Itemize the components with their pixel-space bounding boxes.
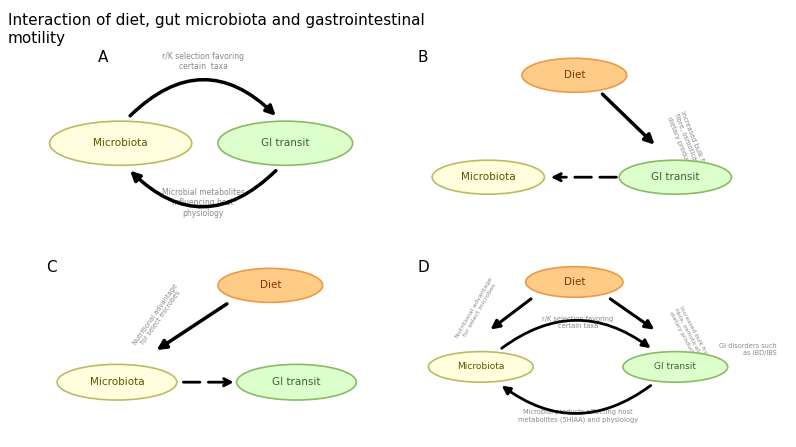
- Text: Microbiota: Microbiota: [461, 172, 516, 182]
- Ellipse shape: [218, 121, 353, 165]
- Text: Nutritional advantage
for select microbes: Nutritional advantage for select microbe…: [132, 283, 185, 350]
- Text: Microbiota: Microbiota: [457, 363, 505, 371]
- Text: r/K selection favoring
certain taxa: r/K selection favoring certain taxa: [542, 316, 614, 329]
- Ellipse shape: [619, 160, 732, 194]
- Text: Diet: Diet: [564, 70, 585, 80]
- Text: B: B: [417, 50, 427, 65]
- FancyArrowPatch shape: [133, 171, 276, 207]
- Text: GI transit: GI transit: [261, 138, 310, 148]
- FancyArrowPatch shape: [504, 386, 650, 413]
- Text: Interaction of diet, gut microbiota and gastrointestinal
motility: Interaction of diet, gut microbiota and …: [8, 13, 425, 46]
- Text: GI transit: GI transit: [654, 363, 696, 371]
- Ellipse shape: [428, 352, 533, 382]
- FancyArrowPatch shape: [183, 379, 231, 386]
- Text: Diet: Diet: [564, 277, 585, 287]
- FancyArrowPatch shape: [494, 299, 531, 328]
- Text: Microbial metabolites
influencing host
physiology: Microbial metabolites influencing host p…: [162, 188, 244, 218]
- Text: A: A: [98, 50, 108, 65]
- Text: Diet: Diet: [259, 280, 281, 291]
- Ellipse shape: [49, 121, 192, 165]
- Text: Microbiota: Microbiota: [90, 377, 144, 387]
- FancyArrowPatch shape: [501, 320, 648, 348]
- Ellipse shape: [218, 268, 322, 302]
- Text: Increased bulk from
fibre, osmotically active
dietary products: Increased bulk from fibre, osmotically a…: [668, 305, 716, 377]
- Text: GI disorders such
as IBD/IBS: GI disorders such as IBD/IBS: [719, 343, 776, 356]
- Text: C: C: [46, 260, 57, 275]
- Text: GI transit: GI transit: [272, 377, 321, 387]
- Text: Microbial products affecting host
metabolites (5HIAA) and physiology: Microbial products affecting host metabo…: [518, 409, 638, 423]
- FancyArrowPatch shape: [160, 304, 227, 348]
- Ellipse shape: [525, 267, 623, 297]
- FancyArrowPatch shape: [130, 80, 273, 116]
- Ellipse shape: [432, 160, 544, 194]
- Text: r/K selection favoring
certain  taxa: r/K selection favoring certain taxa: [162, 52, 244, 72]
- Text: D: D: [417, 260, 429, 275]
- Text: Microbiota: Microbiota: [93, 138, 148, 148]
- Ellipse shape: [236, 364, 357, 400]
- FancyArrowPatch shape: [603, 94, 652, 142]
- Text: Increased bulk from
fibre, osmotically active
dietary products: Increased bulk from fibre, osmotically a…: [666, 110, 715, 192]
- Ellipse shape: [57, 364, 177, 400]
- Text: Nutritional advantage
for select microbes: Nutritional advantage for select microbe…: [455, 277, 499, 342]
- FancyArrowPatch shape: [554, 173, 616, 181]
- Ellipse shape: [522, 58, 626, 92]
- FancyArrowPatch shape: [611, 299, 652, 328]
- Ellipse shape: [623, 352, 728, 382]
- Text: GI transit: GI transit: [651, 172, 700, 182]
